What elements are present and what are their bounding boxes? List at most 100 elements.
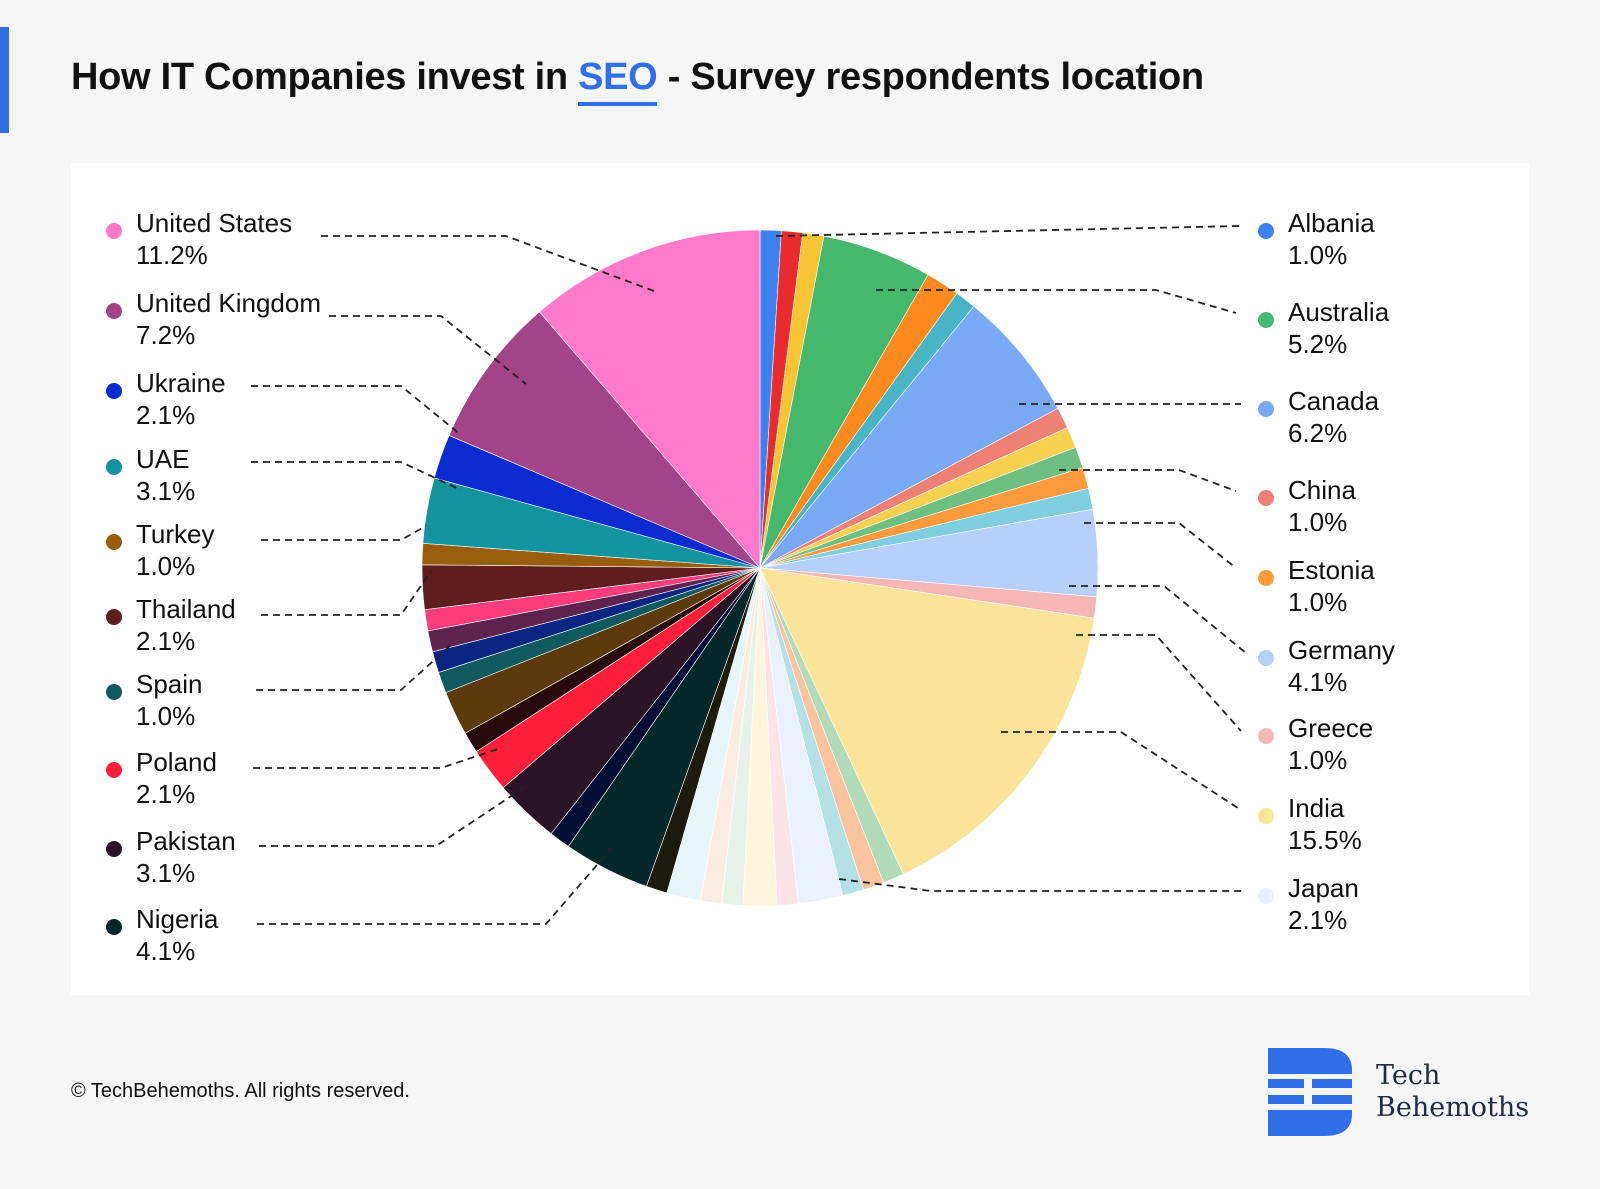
- title-prefix: How IT Companies invest in: [71, 56, 579, 98]
- leader-line-9: [259, 782, 532, 847]
- legend-item-left-3: Ukraine 2.1%: [106, 367, 226, 431]
- leader-line-17: [1076, 634, 1242, 732]
- legend-value: 2.1%: [136, 626, 196, 656]
- legend-swatch: [106, 919, 122, 935]
- legend-name: Turkey: [136, 519, 215, 549]
- legend-value: 1.0%: [136, 551, 196, 581]
- legend-item-left-5: Turkey 1.0%: [106, 518, 215, 582]
- leader-line-4: [251, 461, 462, 491]
- legend-swatch: [106, 684, 122, 700]
- legend-name: Greece: [1288, 713, 1374, 743]
- legend-name: United States: [136, 208, 293, 238]
- legend-swatch: [1258, 490, 1274, 506]
- legend-swatch: [106, 609, 122, 625]
- legend-swatch: [1258, 728, 1274, 744]
- leader-line-11: [775, 225, 1242, 237]
- leader-lines: [251, 225, 1247, 925]
- legend-swatch: [1258, 808, 1274, 824]
- leader-line-3: [251, 385, 462, 436]
- leader-line-2: [329, 315, 527, 385]
- legend-swatch: [106, 459, 122, 475]
- leader-line-7: [256, 644, 452, 691]
- legend-swatch: [1258, 312, 1274, 328]
- legend-item-left-10: Nigeria 4.1%: [106, 903, 218, 967]
- legend-name: India: [1288, 793, 1345, 823]
- brand-name-line-2: Behemoths: [1376, 1092, 1530, 1123]
- copyright-text: © TechBehemoths. All rights reserved.: [71, 1080, 410, 1102]
- legend-name: Pakistan: [136, 826, 236, 856]
- legend-swatch: [106, 383, 122, 399]
- legend-value: 1.0%: [136, 701, 196, 731]
- legend-swatch: [106, 841, 122, 857]
- leader-line-10: [257, 842, 617, 925]
- brand-logo: Tech Behemoths: [1268, 1048, 1568, 1138]
- legend-item-right-1: Albania 1.0%: [1258, 207, 1375, 271]
- legend-item-left-4: UAE 3.1%: [106, 443, 195, 507]
- legend-name: Japan: [1288, 873, 1359, 903]
- legend-swatch: [1258, 401, 1274, 417]
- legend-value: 4.1%: [1288, 667, 1348, 697]
- legend-name: Spain: [136, 669, 203, 699]
- legend-value: 6.2%: [1288, 418, 1348, 448]
- legend-name: Germany: [1288, 635, 1395, 665]
- legend-name: Nigeria: [136, 904, 219, 934]
- legend-swatch: [1258, 888, 1274, 904]
- legend-item-right-9: Japan 2.1%: [1258, 872, 1359, 936]
- legend-name: Poland: [136, 747, 217, 777]
- legend-value: 3.1%: [136, 476, 196, 506]
- legend-item-left-1: United States 11.2%: [106, 207, 292, 271]
- leader-line-15: [1084, 522, 1237, 569]
- legend-value: 1.0%: [1288, 587, 1348, 617]
- pie-chart: [251, 225, 1247, 925]
- brand-mark-icon: [1268, 1048, 1352, 1136]
- legend-name: China: [1288, 475, 1356, 505]
- pie-slices: [421, 229, 1099, 907]
- title-suffix: - Survey respondents location: [657, 56, 1204, 98]
- legend-value: 2.1%: [136, 779, 196, 809]
- legend-item-right-8: India 15.5%: [1258, 792, 1362, 856]
- legend-item-right-5: Estonia 1.0%: [1258, 554, 1375, 618]
- legend-swatch: [1258, 650, 1274, 666]
- title-accent-bar: [0, 27, 9, 133]
- legend-item-left-9: Pakistan 3.1%: [106, 825, 236, 889]
- legend-item-right-7: Greece 1.0%: [1258, 712, 1373, 776]
- legend-name: Estonia: [1288, 555, 1375, 585]
- legend-name: Thailand: [136, 594, 236, 624]
- legend-name: Ukraine: [136, 368, 226, 398]
- legend-value: 1.0%: [1288, 240, 1348, 270]
- legend-item-left-7: Spain 1.0%: [106, 668, 203, 732]
- legend-swatch: [1258, 570, 1274, 586]
- brand-name-line-1: Tech: [1376, 1060, 1441, 1091]
- legend-swatch: [1258, 223, 1274, 239]
- leader-line-8: [253, 747, 502, 769]
- legend-name: Australia: [1288, 297, 1390, 327]
- legend-name: United Kingdom: [136, 288, 321, 318]
- leader-line-5: [261, 525, 427, 541]
- legend-name: UAE: [136, 444, 190, 474]
- leader-line-18: [1001, 731, 1242, 811]
- legend-value: 1.0%: [1288, 745, 1348, 775]
- leader-line-6: [261, 570, 432, 616]
- legend-item-right-3: Canada 6.2%: [1258, 385, 1379, 449]
- legend-item-right-2: Australia 5.2%: [1258, 296, 1389, 360]
- pie-slice-41: [539, 229, 761, 569]
- title-highlight-seo: SEO: [578, 56, 658, 106]
- legend-item-left-8: Poland 2.1%: [106, 746, 217, 810]
- legend-swatch: [106, 762, 122, 778]
- leader-line-12: [876, 289, 1237, 314]
- chart-title: How IT Companies invest in SEO - Survey …: [71, 56, 1204, 106]
- leader-line-1: [321, 235, 655, 292]
- brand-name: Tech Behemoths: [1376, 1060, 1529, 1124]
- legend-value: 1.0%: [1288, 507, 1348, 537]
- pie-slice-7: [759, 305, 1059, 569]
- legend-item-left-6: Thailand 2.1%: [106, 593, 236, 657]
- legend-name: Albania: [1288, 208, 1375, 238]
- legend-value: 7.2%: [136, 320, 196, 350]
- legend-value: 2.1%: [1288, 905, 1348, 935]
- leader-line-14: [1059, 469, 1237, 492]
- legend-item-right-4: China 1.0%: [1258, 474, 1356, 538]
- legend-value: 15.5%: [1288, 825, 1362, 855]
- pie-slice-15: [759, 567, 1095, 875]
- legend-value: 2.1%: [136, 400, 196, 430]
- legend-swatch: [106, 303, 122, 319]
